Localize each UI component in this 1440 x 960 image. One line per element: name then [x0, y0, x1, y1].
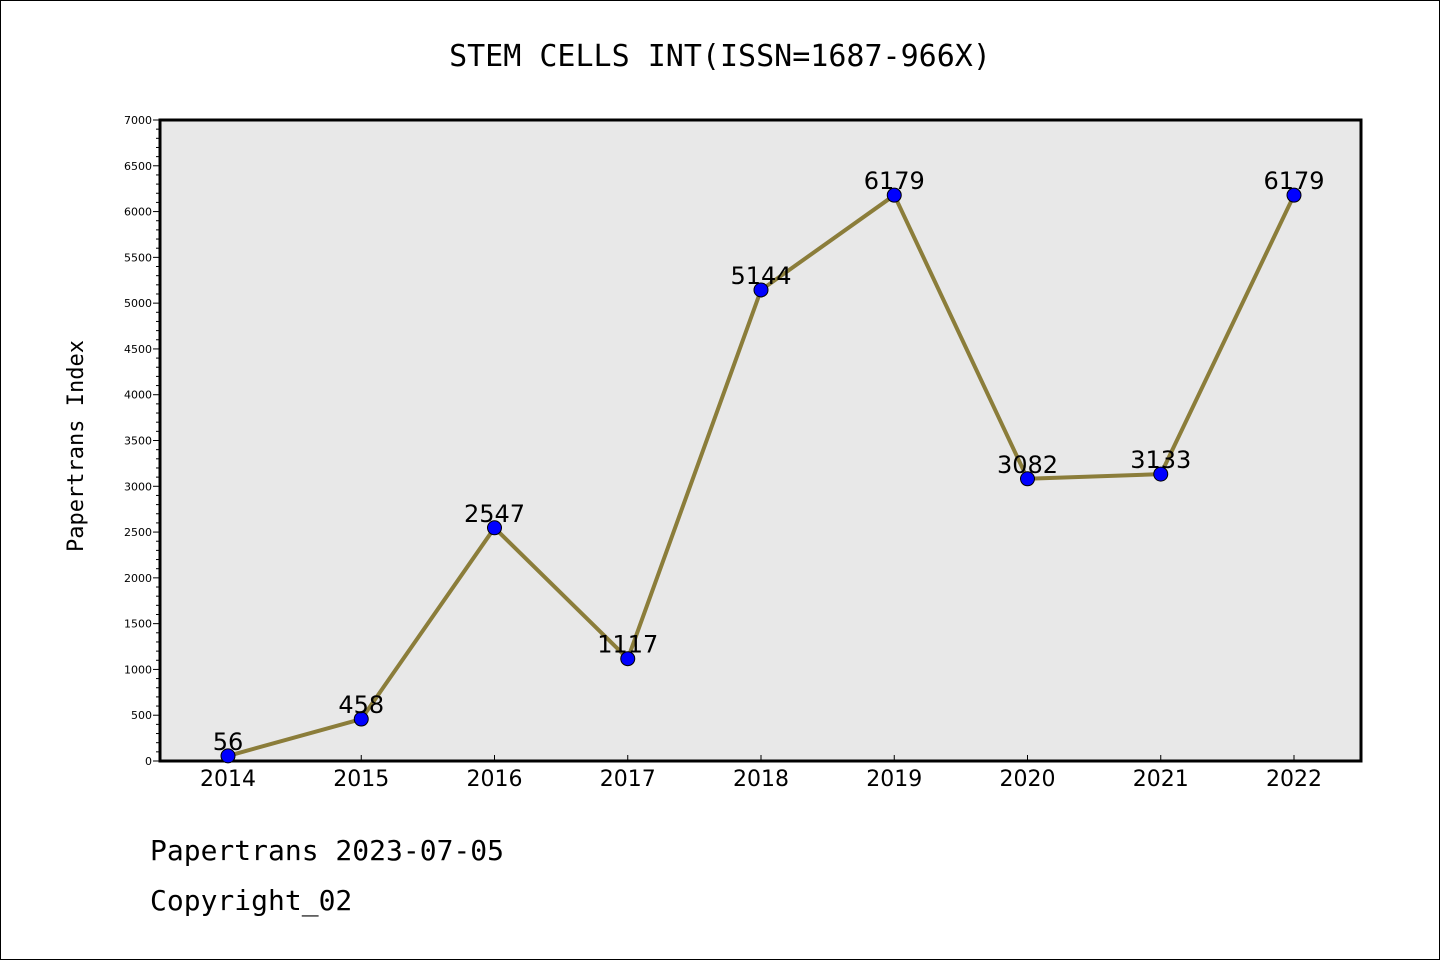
data-label-2022: 6179 [1263, 167, 1324, 195]
data-point-2015 [353, 711, 369, 727]
x-tick-label: 2020 [1000, 767, 1056, 792]
data-label-2020: 3082 [997, 451, 1058, 479]
footer-copyright: Copyright_02 [150, 884, 353, 917]
y-tick-label: 0 [145, 755, 152, 768]
data-label-2016: 2547 [464, 500, 525, 528]
x-tick-label: 2016 [467, 767, 523, 792]
y-tick-label: 4000 [124, 389, 152, 402]
data-labels: 56 458 2547 1117 5144 6179 3082 3133 6179 [213, 167, 1325, 756]
data-point-2020 [1020, 471, 1035, 487]
x-axis: 2014 2015 2016 2017 2018 2019 2020 2021 2022 [200, 755, 1322, 792]
x-tick-label: 2014 [200, 767, 256, 792]
y-tick-label: 1500 [124, 618, 152, 631]
y-tick-label: 1000 [124, 663, 152, 676]
y-tick-label: 2000 [124, 572, 152, 585]
y-tick-label: 2500 [124, 526, 152, 539]
y-tick-label: 6500 [124, 160, 152, 173]
data-label-2017: 1117 [597, 631, 658, 659]
y-tick-label: 3500 [124, 435, 152, 448]
chart-title: STEM CELLS INT(ISSN=1687-966X) [449, 39, 991, 74]
x-tick-label: 2022 [1266, 767, 1322, 792]
data-label-2014: 56 [213, 728, 244, 756]
x-tick-label: 2018 [733, 767, 789, 792]
y-axis: 0 500 1000 1500 2000 2500 3000 3500 4000 4500 5000… [124, 114, 160, 768]
data-point-2014 [220, 748, 236, 764]
data-point-2018 [753, 282, 769, 298]
data-point-2017 [620, 651, 636, 667]
data-point-2016 [487, 520, 502, 536]
data-label-2019: 6179 [864, 167, 925, 195]
y-tick-label: 5500 [124, 251, 152, 264]
x-tick-label: 2017 [600, 767, 656, 792]
y-axis-label: Papertrans Index [64, 340, 89, 552]
y-tick-label: 5000 [124, 297, 152, 310]
y-tick-label: 500 [131, 709, 152, 722]
x-tick-label: 2015 [333, 767, 389, 792]
x-tick-label: 2021 [1133, 767, 1189, 792]
y-tick-label: 7000 [124, 114, 152, 127]
y-tick-label: 4500 [124, 343, 152, 356]
y-tick-label: 3000 [124, 480, 152, 493]
y-tick-label: 6000 [124, 206, 152, 219]
plot-area [158, 118, 1363, 763]
data-label-2018: 5144 [730, 262, 791, 290]
data-markers [220, 187, 1302, 764]
data-point-2021 [1153, 466, 1169, 482]
x-tick-label: 2019 [866, 767, 922, 792]
data-point-2019 [886, 187, 902, 203]
data-point-2022 [1286, 187, 1302, 203]
footer-source-date: Papertrans 2023-07-05 [150, 834, 505, 867]
data-label-2021: 3133 [1130, 446, 1191, 474]
data-label-2015: 458 [338, 691, 384, 719]
